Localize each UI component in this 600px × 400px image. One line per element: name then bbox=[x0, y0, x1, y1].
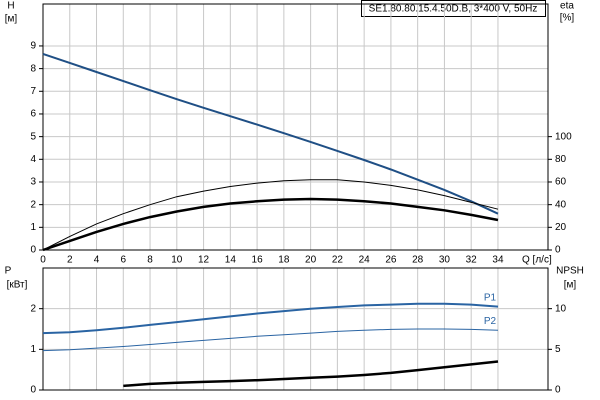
y-tick-label: 1 bbox=[30, 222, 36, 233]
y-tick-label: 6 bbox=[30, 109, 36, 120]
y-tick-label: 5 bbox=[30, 131, 36, 142]
series-line bbox=[123, 360, 499, 388]
y-tick-label: 0 bbox=[30, 385, 36, 396]
x-tick-label: 4 bbox=[94, 255, 100, 266]
series-line bbox=[42, 328, 499, 352]
x-tick-label: 18 bbox=[278, 255, 290, 266]
series-line bbox=[42, 52, 499, 215]
y2-tick-label: 80 bbox=[555, 154, 567, 165]
y-axis-unit: [кВт] bbox=[7, 280, 28, 291]
x-tick-label: 0 bbox=[40, 255, 46, 266]
y2-axis-unit: [%] bbox=[560, 13, 575, 24]
y2-tick-label: 0 bbox=[555, 385, 561, 396]
y-axis-unit: [м] bbox=[5, 14, 18, 25]
y-tick-label: 3 bbox=[30, 177, 36, 188]
y-axis-label: H bbox=[7, 1, 14, 12]
y2-axis-unit: [м] bbox=[564, 280, 577, 291]
x-tick-label: 6 bbox=[121, 255, 127, 266]
y-axis-label: P bbox=[5, 266, 12, 277]
x-tick-label: 26 bbox=[385, 255, 397, 266]
y2-tick-label: 0 bbox=[555, 245, 561, 256]
x-tick-label: 28 bbox=[412, 255, 424, 266]
series-label: P2 bbox=[484, 316, 497, 327]
series-line bbox=[42, 197, 499, 252]
y-tick-label: 4 bbox=[30, 154, 36, 165]
y2-tick-label: 40 bbox=[555, 199, 567, 210]
chart-title: SE1.80.80.15.4.50D.B, 3*400 V, 50Hz bbox=[369, 4, 538, 15]
y-tick-label: 1 bbox=[30, 344, 36, 355]
y-tick-label: 7 bbox=[30, 86, 36, 97]
x-tick-label: 34 bbox=[492, 255, 504, 266]
x-tick-label: 22 bbox=[332, 255, 344, 266]
plot-frame bbox=[42, 267, 549, 391]
y2-tick-label: 100 bbox=[555, 131, 572, 142]
x-axis-label: Q [л/с] bbox=[522, 255, 552, 266]
y-tick-label: 2 bbox=[30, 199, 36, 210]
x-tick-label: 24 bbox=[359, 255, 371, 266]
y2-axis-label: NPSH bbox=[556, 266, 584, 277]
y2-axis-label: eta bbox=[560, 1, 574, 12]
y-tick-label: 9 bbox=[30, 41, 36, 52]
x-tick-label: 32 bbox=[466, 255, 478, 266]
x-tick-label: 20 bbox=[305, 255, 317, 266]
x-tick-label: 8 bbox=[147, 255, 153, 266]
x-tick-label: 16 bbox=[252, 255, 264, 266]
series-line bbox=[42, 302, 499, 335]
y2-tick-label: 60 bbox=[555, 177, 567, 188]
y-tick-label: 2 bbox=[30, 303, 36, 314]
y2-tick-label: 5 bbox=[555, 344, 561, 355]
series-line bbox=[42, 179, 499, 251]
x-tick-label: 2 bbox=[67, 255, 73, 266]
x-tick-label: 12 bbox=[198, 255, 210, 266]
x-tick-label: 30 bbox=[439, 255, 451, 266]
series-label: P1 bbox=[484, 292, 497, 303]
y-tick-label: 8 bbox=[30, 63, 36, 74]
x-tick-label: 14 bbox=[225, 255, 237, 266]
y-tick-label: 0 bbox=[30, 245, 36, 256]
y2-tick-label: 10 bbox=[555, 303, 567, 314]
x-tick-label: 10 bbox=[171, 255, 183, 266]
y2-tick-label: 20 bbox=[555, 222, 567, 233]
plot-frame bbox=[42, 3, 549, 251]
